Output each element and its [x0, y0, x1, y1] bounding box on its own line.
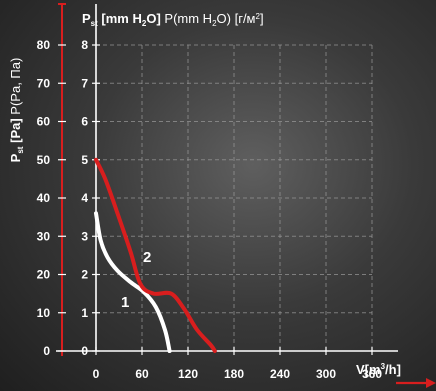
y-left-axis-title: Pst [Pa] P(Pa, Па)	[8, 58, 25, 163]
series-line-2	[94, 157, 217, 353]
x-tick-label: 60	[135, 367, 149, 381]
y-right-tick-label: 1	[81, 306, 88, 320]
series-lines	[94, 157, 217, 353]
y-left-tick-label: 10	[37, 306, 51, 320]
axes	[56, 3, 436, 388]
x-tick-label: 120	[178, 367, 198, 381]
y-right-tick-label: 3	[81, 229, 88, 243]
y-right-tick-label: 7	[81, 76, 88, 90]
x-tick-label: 360	[362, 367, 382, 381]
x-axis-title: V[m3/h]	[356, 362, 401, 377]
series-label-2: 2	[143, 249, 151, 266]
y-left-tick-label: 70	[37, 76, 51, 90]
series-label-1: 1	[121, 294, 129, 311]
y-left-tick-label: 0	[43, 344, 50, 358]
y-left-tick-label: 30	[37, 229, 51, 243]
x-tick-label: 300	[316, 367, 336, 381]
y-left-tick-label: 50	[37, 153, 51, 167]
y-left-tick-label: 40	[37, 191, 51, 205]
y-right-tick-label: 4	[81, 191, 88, 205]
grid	[96, 44, 373, 351]
y-left-tick-label: 20	[37, 268, 51, 282]
y-right-tick-label: 8	[81, 38, 88, 52]
x-axis-arrowhead	[426, 378, 436, 388]
x-tick-label: 180	[224, 367, 244, 381]
series-line-1	[94, 211, 172, 353]
y-left-tick-label: 60	[37, 115, 51, 129]
y-right-tick-label: 2	[81, 268, 88, 282]
y-right-tick-label: 5	[81, 153, 88, 167]
y-right-tick-label: 6	[81, 115, 88, 129]
x-tick-label: 0	[93, 367, 100, 381]
y-left-tick-label: 80	[37, 38, 51, 52]
x-tick-label: 240	[270, 367, 290, 381]
y-right-axis-title: Pst [mm H2O] P(mm H2O) [г/м2]	[82, 11, 264, 28]
y-right-tick-label: 0	[81, 344, 88, 358]
